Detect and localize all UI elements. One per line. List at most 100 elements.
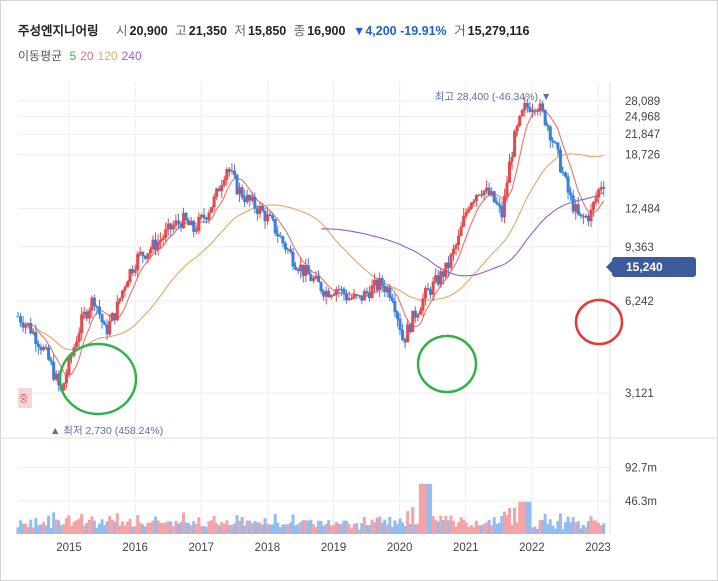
ma-period-3[interactable]: 240 — [121, 49, 142, 63]
candle-body — [373, 279, 377, 286]
candle-body — [278, 236, 282, 238]
candle-body — [413, 310, 417, 318]
candle-body — [143, 255, 147, 259]
candle-body — [75, 342, 79, 348]
volume-bar — [286, 524, 290, 534]
candle-body — [235, 174, 239, 195]
volume-bar — [408, 523, 412, 534]
candle-body — [80, 314, 84, 334]
volume-bar — [401, 522, 405, 534]
candle-body — [44, 347, 48, 349]
volume-bar — [227, 525, 231, 534]
volume-bar — [100, 519, 104, 534]
candle-body — [319, 282, 323, 292]
moving-average-legend[interactable]: 이동평균 5 20 120 240 — [18, 47, 150, 64]
candle-body — [352, 294, 356, 299]
candle-body — [406, 324, 410, 343]
volume-bar — [80, 514, 84, 534]
volume-bar — [164, 522, 168, 534]
volume-bar — [311, 524, 315, 534]
volume-bar — [235, 515, 239, 534]
candle-body — [281, 236, 285, 244]
volume-bar — [431, 516, 435, 534]
volume-bar — [90, 516, 94, 534]
candle-body — [184, 212, 188, 221]
volume-bar — [62, 524, 66, 534]
volume-bar — [281, 524, 285, 534]
close-label: 종 — [293, 24, 306, 38]
candle-body — [255, 208, 259, 214]
volume-bar — [439, 515, 443, 534]
volume-bar — [339, 524, 343, 534]
candle-body — [283, 243, 287, 250]
volume-bar — [225, 520, 229, 534]
volume-bar — [574, 522, 578, 534]
candle-body — [212, 196, 216, 208]
volume-bar — [243, 525, 247, 534]
candle-body — [192, 220, 196, 232]
candle-body — [154, 239, 158, 250]
candle-body — [24, 324, 28, 328]
volume-bar — [388, 516, 392, 534]
candle-body — [416, 314, 420, 318]
candle-body — [546, 125, 550, 127]
volume-bar — [82, 525, 86, 534]
year-tick-label: 2015 — [56, 542, 82, 554]
candle-body — [39, 346, 43, 351]
candle-body — [118, 298, 122, 302]
volume-bar — [360, 523, 364, 534]
candle-body — [324, 290, 328, 297]
candle-body — [238, 187, 242, 195]
axes: 28,089 24,968 21,847 18,726 12,484 9,363 6,242… — [56, 96, 661, 554]
candle-body — [462, 215, 466, 227]
volume-bar — [97, 523, 101, 534]
down-arrow-icon: ▼ — [352, 24, 366, 38]
candle-body — [232, 170, 236, 175]
candle-body — [429, 289, 433, 295]
candle-body — [273, 218, 277, 234]
candle-body — [52, 361, 56, 380]
volume-bar — [212, 515, 216, 534]
candle-body — [599, 186, 603, 190]
volume-tick-label: 46.3m — [625, 496, 657, 508]
candle-body — [367, 292, 371, 298]
ma-period-0[interactable]: 5 — [69, 49, 77, 63]
candle-body — [375, 279, 379, 291]
open-label: 시 — [116, 24, 128, 38]
candle-body — [487, 187, 491, 196]
volume-bar — [485, 522, 489, 534]
volume-bar — [510, 524, 514, 534]
ma-period-2[interactable]: 120 — [97, 49, 118, 63]
volume-bar — [49, 527, 53, 534]
candle-body — [332, 294, 336, 296]
candle-body — [449, 254, 453, 268]
volume-bar — [199, 526, 203, 534]
candle-body — [21, 322, 25, 328]
volume-bar — [566, 516, 570, 534]
volume-bar — [327, 520, 331, 534]
volume-bar — [530, 527, 534, 534]
volume-bar — [75, 520, 79, 534]
volume-bar — [232, 523, 236, 534]
volume-bar — [166, 521, 170, 534]
volume-bar — [406, 511, 410, 534]
max-price-label: 최고 28,400 (-46.34%) ▼ — [435, 91, 552, 103]
high-label: 고 — [175, 24, 187, 38]
volume-bar — [548, 519, 552, 534]
ma-period-1[interactable]: 20 — [80, 49, 94, 63]
candle-body — [439, 271, 443, 285]
volume-bar — [319, 521, 323, 534]
volume-bar — [457, 522, 461, 534]
volume-bar — [301, 520, 305, 534]
candle-body — [408, 324, 412, 333]
ma-line-120 — [30, 153, 604, 351]
volume-bar — [187, 523, 191, 534]
volume-bar — [288, 522, 292, 534]
volume-bar — [210, 520, 214, 534]
volume-bar — [57, 520, 61, 534]
volume-bar — [513, 507, 517, 534]
candle-body — [288, 249, 292, 252]
candle-body — [339, 288, 343, 290]
volume-bar — [589, 516, 593, 534]
